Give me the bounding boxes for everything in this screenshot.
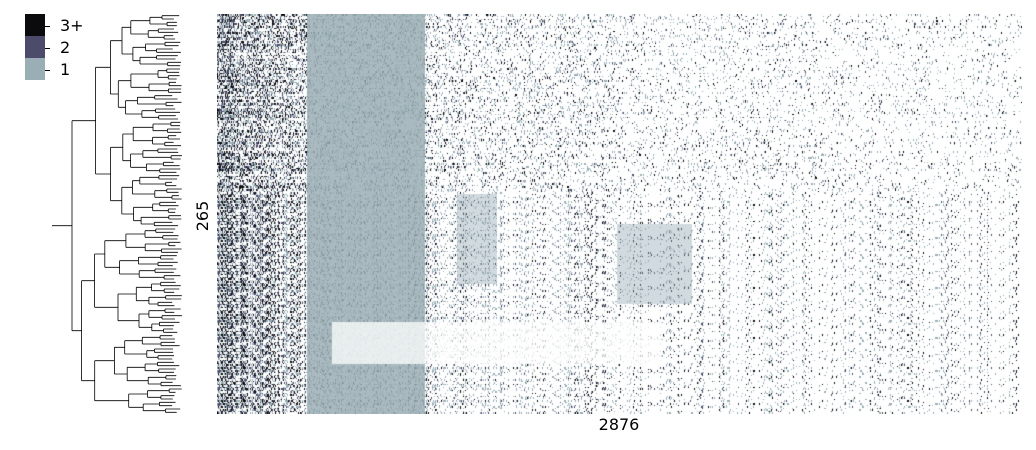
legend-tick-2: [45, 48, 50, 49]
legend-tick-1: [45, 70, 50, 71]
legend-swatch-1: [25, 58, 45, 80]
dendrogram-branches: [52, 15, 182, 413]
legend-label-1: 1: [60, 60, 71, 79]
legend-label-2: 2: [60, 38, 71, 57]
legend-label-3plus: 3+: [60, 16, 84, 35]
x-axis-label: 2876: [598, 415, 640, 434]
y-axis-label: 265: [193, 200, 212, 232]
row-dendrogram: [52, 15, 182, 413]
legend-tick-3plus: [45, 26, 50, 27]
legend-swatch-3plus: [25, 14, 45, 36]
legend-swatch-2: [25, 36, 45, 58]
heatmap-matrix: [217, 14, 1022, 414]
